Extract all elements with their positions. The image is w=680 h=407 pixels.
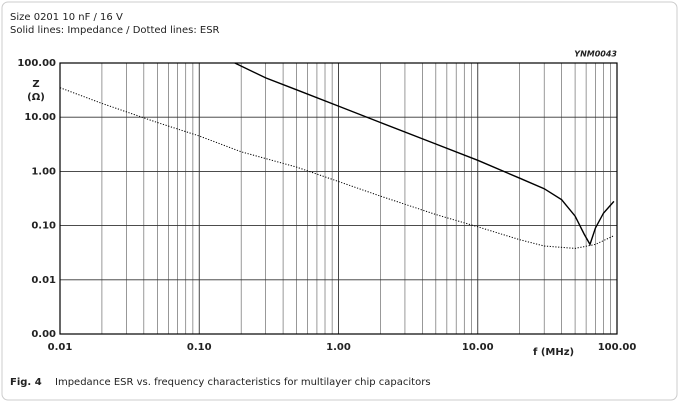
y-tick-label: 1.00: [31, 166, 56, 177]
chart-title: Size 0201 10 nF / 16 V: [10, 12, 123, 23]
figure-number: Fig. 4: [10, 377, 42, 388]
y-tick-label: 0.01: [31, 275, 56, 286]
chart-subtitle: Solid lines: Impedance / Dotted lines: E…: [10, 25, 220, 36]
x-tick-label: 1.00: [326, 342, 351, 353]
caption: Impedance ESR vs. frequency characterist…: [55, 377, 431, 388]
x-tick-label: 10.00: [462, 342, 494, 353]
plot-area: 0.01 0.10 1.00 10.00 100.00 0.00 0.01 0.10 1.00 1…: [17, 58, 636, 353]
y-tick-label: 100.00: [17, 58, 56, 69]
plot-border: [59, 62, 618, 335]
x-axis-label: f (MHz): [533, 347, 574, 358]
y-tick-label: 0.10: [31, 221, 56, 232]
x-tick-label: 100.00: [598, 342, 637, 353]
line-series: [59, 87, 615, 249]
x-tick-label: 0.10: [187, 342, 212, 353]
figure-code: YNM0043: [574, 50, 617, 59]
x-tick-label: 0.01: [48, 342, 73, 353]
y-axis-unit: (Ω): [27, 92, 45, 103]
y-tick-label: 10.00: [24, 112, 56, 123]
y-tick-label: 0.00: [31, 329, 56, 340]
line-series: [234, 62, 615, 247]
frame: [1, 1, 678, 401]
y-axis-label: Z: [32, 79, 39, 90]
